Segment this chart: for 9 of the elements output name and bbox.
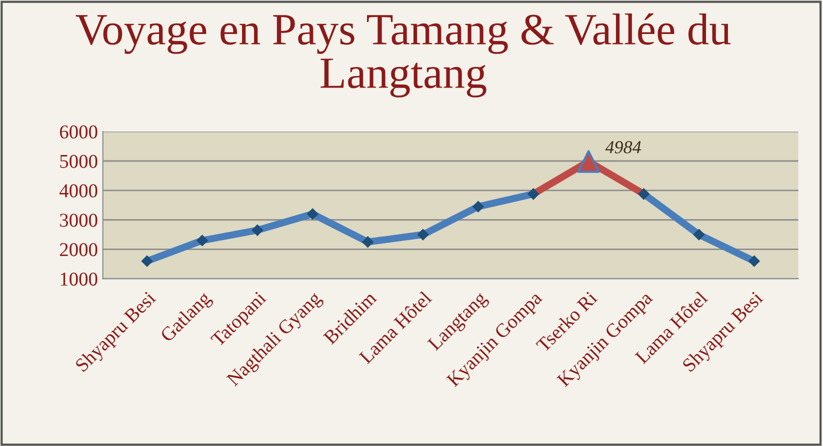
y-tick-label: 1000: [60, 272, 98, 286]
y-tick-label: 2000: [60, 243, 98, 256]
point: [577, 150, 600, 173]
chart-title: Voyage en Pays Tamang & Vallée du Langtang: [76, 13, 731, 98]
y-tick-label: 6000: [60, 125, 98, 139]
data-label: 4984: [605, 141, 641, 154]
y-tick-label: 4000: [60, 184, 98, 198]
y-tick-label: 3000: [60, 214, 98, 227]
y-tick-label: 5000: [60, 154, 98, 168]
